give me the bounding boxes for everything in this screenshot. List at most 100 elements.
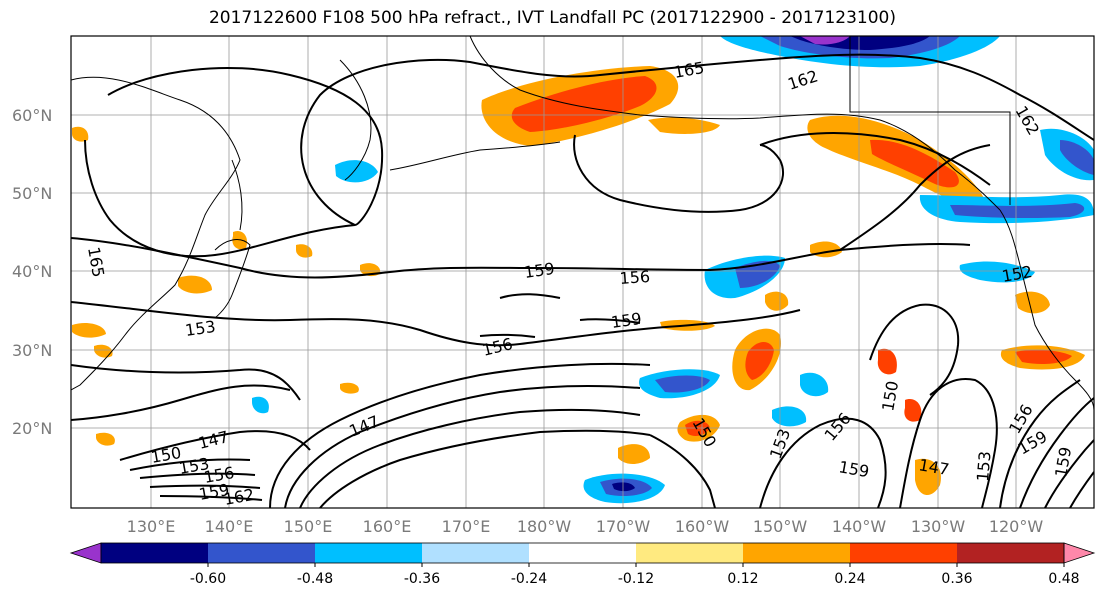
longitude-labels: 130°E 140°E 150°E 160°E 170°E 180°W 170°…	[127, 517, 1044, 536]
fill-patch	[735, 260, 780, 288]
contour-line	[71, 301, 801, 347]
contour-line	[149, 484, 261, 489]
contour-line	[649, 434, 716, 508]
contour-line	[119, 430, 311, 461]
lat-label: 30°N	[12, 341, 52, 360]
contour-line	[107, 67, 384, 226]
lat-label: 40°N	[12, 262, 52, 281]
fill-patch	[335, 160, 378, 183]
contour-line	[899, 378, 998, 508]
fill-patch	[800, 36, 850, 45]
lat-label: 20°N	[12, 419, 52, 438]
colorbar-tick-label: 0.12	[727, 571, 758, 587]
contour-label: 153	[184, 317, 217, 340]
colorbar-tick-label: -0.60	[190, 571, 226, 587]
fill-patch	[72, 126, 89, 142]
lat-label: 60°N	[12, 106, 52, 125]
coastline-asia	[71, 76, 241, 391]
aleutian-chain	[389, 141, 561, 171]
contour-line	[759, 132, 991, 186]
contour-line	[573, 134, 785, 213]
colorbar-tick-label: -0.48	[297, 571, 333, 587]
contour-line	[1019, 397, 1094, 508]
lon-label: 170°W	[596, 517, 651, 536]
coastline-kamchatka	[339, 59, 372, 181]
colorbar-segment	[315, 543, 423, 563]
colorbar-segment	[101, 543, 209, 563]
fill-patch	[877, 348, 897, 375]
contour-line	[269, 362, 651, 508]
fill-patch	[870, 139, 959, 188]
contour-line	[839, 144, 991, 251]
contour-line	[129, 458, 251, 471]
contour-line	[1044, 439, 1094, 508]
fill-patch	[950, 203, 1085, 219]
colorbar-extend-high	[1063, 542, 1096, 564]
lon-label: 160°E	[363, 517, 412, 536]
colorbar-segment	[957, 543, 1065, 563]
colorbar-segment	[743, 543, 851, 563]
gridlines	[71, 36, 1094, 508]
contour-label: 159	[523, 259, 556, 282]
contour-label: 156	[619, 267, 651, 288]
lon-label: 140°W	[832, 517, 887, 536]
contour-line	[759, 417, 887, 508]
colorbar-segment	[208, 543, 316, 563]
coastline-northamerica	[999, 209, 1094, 411]
fill-patch	[612, 482, 635, 492]
colorbar-extend-low	[69, 542, 102, 564]
contour-line	[319, 429, 651, 508]
coastline-japan	[214, 239, 251, 319]
fill-patch	[904, 399, 922, 422]
contour-label: 162	[222, 485, 255, 509]
fill-patch	[772, 406, 807, 427]
fill-patch	[178, 275, 212, 294]
lon-label: 120°W	[989, 517, 1044, 536]
fill-patch	[655, 375, 710, 393]
contour-line	[1069, 471, 1094, 508]
contour-line	[869, 303, 960, 396]
lon-label: 160°W	[675, 517, 730, 536]
fill-patch	[94, 344, 113, 358]
contour-line	[999, 379, 1081, 508]
colorbar-segment	[636, 543, 744, 563]
colorbar-segment	[422, 543, 530, 563]
fill-patch	[618, 444, 650, 464]
fill-patch	[96, 432, 115, 446]
fill-patch	[252, 396, 269, 414]
fill-patch	[1060, 140, 1094, 175]
refractivity-contours	[71, 53, 1094, 508]
colorbar-tick-label: -0.36	[404, 571, 440, 587]
contour-line	[71, 384, 291, 421]
colorbar-tick-label: 0.48	[1048, 571, 1079, 587]
lon-label: 150°W	[753, 517, 808, 536]
colorbar-segment	[529, 543, 637, 563]
map-frame	[70, 35, 1095, 509]
fill-patch	[72, 323, 106, 338]
contour-label: 153	[973, 450, 995, 482]
fill-patch	[511, 76, 657, 132]
map-title: 2017122600 F108 500 hPa refract., IVT La…	[208, 8, 896, 28]
lon-label: 140°E	[205, 517, 254, 536]
lon-label: 180°W	[517, 517, 572, 536]
lon-label: 130°W	[911, 517, 966, 536]
lon-label: 130°E	[127, 517, 176, 536]
colorbar-tick-label: -0.24	[511, 571, 547, 587]
lon-label: 150°E	[284, 517, 333, 536]
colorbar: -0.60 -0.48 -0.36 -0.24 -0.12 0.12 0.24 0.36 0.4…	[69, 542, 1096, 587]
colorbar-tick-label: 0.24	[834, 571, 865, 587]
contour-line	[71, 364, 301, 401]
contour-line	[579, 318, 641, 324]
fill-patch	[800, 372, 829, 397]
contour-line	[300, 53, 1094, 226]
contour-line	[71, 237, 971, 279]
colorbar-tick-label: -0.12	[618, 571, 654, 587]
contour-label: 159	[610, 309, 643, 332]
fill-patch	[1015, 291, 1050, 314]
coastline-sakhalin	[231, 159, 243, 231]
lon-label: 170°E	[442, 517, 491, 536]
colorbar-outline	[100, 542, 1065, 564]
fill-patch	[745, 341, 774, 380]
contour-line	[284, 385, 641, 508]
